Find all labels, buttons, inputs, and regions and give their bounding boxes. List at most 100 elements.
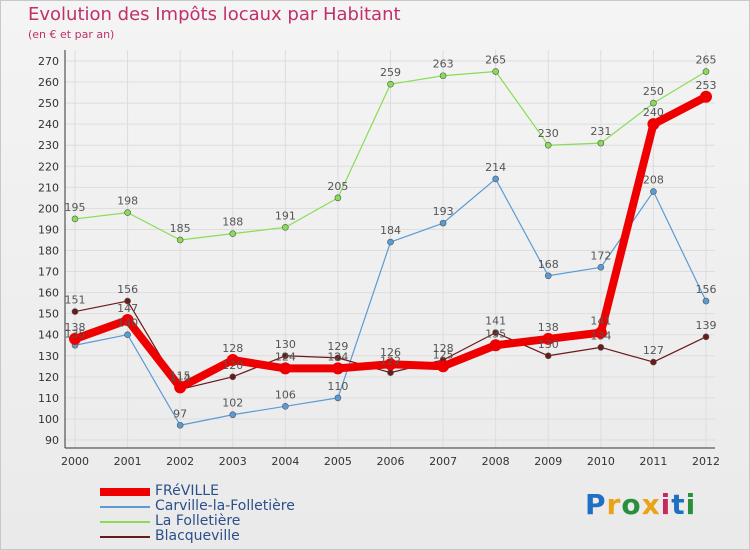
data-point — [69, 332, 81, 345]
data-point — [229, 411, 237, 419]
x-tick-label: 2012 — [692, 455, 720, 468]
y-tick-label: 190 — [38, 223, 59, 236]
data-label: 184 — [380, 224, 401, 237]
chart-title: Evolution des Impôts locaux par Habitant — [28, 4, 401, 25]
data-label: 172 — [590, 249, 611, 262]
data-label: 231 — [590, 125, 611, 138]
data-point — [176, 421, 184, 429]
data-point — [597, 139, 605, 147]
data-point — [650, 188, 657, 195]
y-tick-label: 220 — [38, 160, 59, 173]
data-label: 102 — [222, 397, 243, 410]
data-point — [124, 331, 131, 339]
data-label: 97 — [173, 407, 187, 420]
y-tick-label: 140 — [38, 329, 59, 342]
y-tick-label: 120 — [38, 371, 59, 384]
data-label: 134 — [590, 329, 611, 342]
data-point — [174, 381, 187, 394]
data-label: 141 — [485, 315, 506, 328]
data-point — [650, 358, 657, 366]
y-tick-label: 90 — [45, 434, 59, 447]
data-point — [384, 358, 397, 371]
y-tick-label: 160 — [38, 287, 59, 300]
data-label: 129 — [327, 340, 348, 353]
y-tick-label: 230 — [38, 139, 59, 152]
data-point — [229, 230, 237, 237]
data-point — [282, 352, 289, 360]
x-tick-label: 2005 — [324, 455, 352, 468]
data-labels: 135 140 97 102 106 110 184 193 214 168 172 208 156 19… — [65, 54, 717, 421]
data-label: 127 — [643, 344, 664, 357]
data-label: 106 — [275, 388, 296, 401]
data-label: 138 — [65, 321, 86, 334]
grid — [65, 50, 715, 448]
legend-label: Carville-la-Folletière — [155, 498, 295, 514]
data-label: 259 — [380, 66, 401, 79]
data-point — [229, 373, 237, 381]
data-point — [282, 403, 289, 410]
data-label: 195 — [65, 201, 86, 214]
data-point — [334, 394, 342, 402]
legend-swatch — [100, 487, 150, 496]
data-point — [702, 297, 710, 305]
y-tick-label: 100 — [38, 413, 59, 426]
y-tick-label: 240 — [38, 118, 59, 131]
data-label: 265 — [485, 54, 506, 67]
data-label: 253 — [696, 79, 717, 92]
data-point — [226, 353, 239, 366]
data-point — [334, 194, 342, 202]
data-point — [597, 264, 605, 271]
data-point — [544, 352, 552, 360]
data-label: 130 — [538, 338, 559, 351]
data-label: 185 — [170, 222, 191, 235]
data-point — [544, 141, 552, 149]
x-tick-label: 2001 — [114, 455, 142, 468]
legend-label: Blacqueville — [155, 528, 240, 544]
data-label: 205 — [327, 180, 348, 193]
data-label: 198 — [117, 195, 138, 208]
data-label: 110 — [327, 380, 348, 393]
data-point — [489, 339, 502, 352]
data-point — [71, 215, 79, 223]
data-point — [176, 236, 184, 244]
data-label: 240 — [643, 106, 664, 119]
data-point — [702, 68, 710, 75]
data-point — [439, 219, 447, 227]
chart-subtitle: (en € et par an) — [28, 28, 115, 41]
data-label: 120 — [222, 359, 243, 372]
data-label: 114 — [170, 371, 191, 384]
axes: 90 100 110 120 130 140 150 160 170 180 190 200 210 22… — [38, 50, 720, 468]
legend-swatch — [100, 520, 150, 523]
data-point — [492, 68, 499, 75]
data-point — [650, 99, 657, 107]
y-tick-label: 130 — [38, 350, 59, 363]
data-label: 138 — [538, 321, 559, 334]
y-tick-label: 200 — [38, 202, 59, 215]
legend-swatch — [100, 505, 150, 508]
y-tick-label: 150 — [38, 308, 59, 321]
data-point — [124, 209, 131, 216]
data-point — [594, 326, 607, 339]
data-point — [387, 238, 394, 246]
data-label: 263 — [433, 58, 454, 71]
data-label: 135 — [65, 327, 86, 340]
data-label: 193 — [433, 205, 454, 218]
data-label: 208 — [643, 174, 664, 187]
data-point — [439, 72, 447, 80]
legend-swatch — [100, 535, 150, 538]
y-tick-label: 170 — [38, 266, 59, 279]
data-label: 128 — [433, 342, 454, 355]
data-point — [71, 308, 79, 315]
y-tick-label: 180 — [38, 245, 59, 258]
x-tick-label: 2003 — [219, 455, 247, 468]
y-tick-label: 210 — [38, 181, 59, 194]
x-tick-label: 2004 — [271, 455, 299, 468]
data-label: 151 — [65, 294, 86, 307]
data-label: 250 — [643, 85, 664, 98]
data-label: 156 — [117, 283, 138, 296]
legend-label: FRéVILLE — [155, 483, 219, 499]
y-tick-label: 110 — [38, 392, 59, 405]
data-label: 130 — [275, 338, 296, 351]
